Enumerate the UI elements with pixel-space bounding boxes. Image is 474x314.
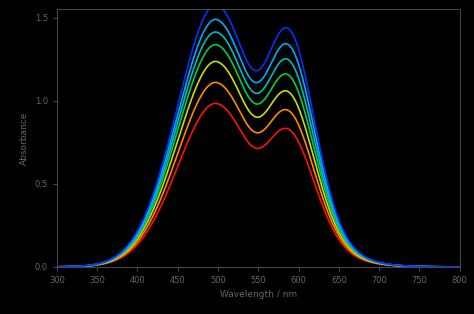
X-axis label: Wavelength / nm: Wavelength / nm bbox=[220, 290, 297, 300]
Y-axis label: Absorbance: Absorbance bbox=[20, 111, 29, 165]
